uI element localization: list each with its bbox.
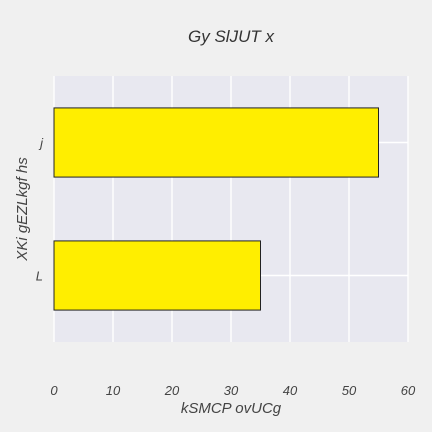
x-tick-label: 20: [164, 383, 180, 398]
y-tick-labels: jL: [36, 136, 44, 284]
x-axis-label: kSMCP ovUCg: [181, 400, 282, 417]
x-tick-label: 10: [106, 383, 121, 398]
x-tick-label: 60: [401, 383, 416, 398]
x-tick-label: 50: [342, 383, 357, 398]
y-axis-label: XKi gEZLkgf hs: [14, 157, 31, 262]
x-tick-label: 0: [50, 383, 58, 398]
bar-j: [53, 107, 379, 178]
chart-title: Gy SlJUT x: [188, 27, 274, 46]
y-tick-label: j: [38, 136, 44, 151]
x-tick-label: 40: [283, 383, 298, 398]
x-tick-labels: 0 10 20 30 40 50 60: [50, 383, 416, 398]
y-tick-label: L: [36, 269, 43, 284]
bar-L: [53, 240, 261, 311]
bars: [53, 107, 379, 311]
x-tick-label: 30: [224, 383, 239, 398]
